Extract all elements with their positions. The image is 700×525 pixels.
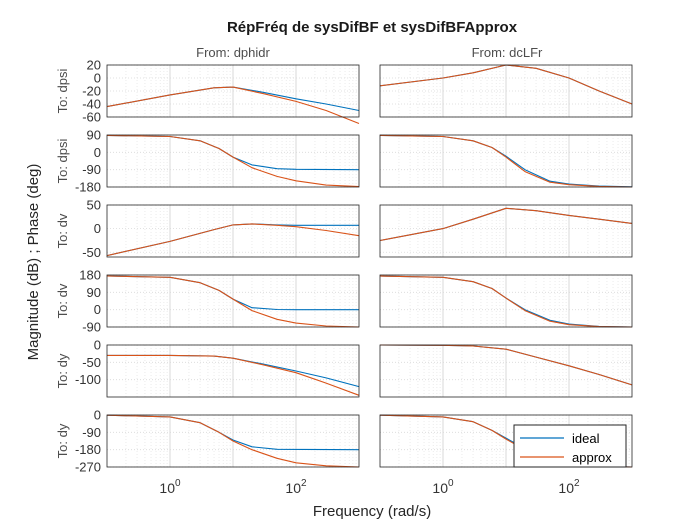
subplot-frame <box>379 274 633 328</box>
subplot-frame <box>106 204 360 258</box>
y-tick-label: -40 <box>82 97 101 112</box>
y-tick-label: 0 <box>94 408 101 423</box>
x-tick-label: 102 <box>558 478 580 496</box>
series-line-approx <box>106 223 360 257</box>
subplot-frame <box>379 204 633 258</box>
y-tick-label: -60 <box>82 110 101 125</box>
y-tick-label: -90 <box>82 425 101 440</box>
legend-label-ideal: ideal <box>572 431 600 446</box>
series-line-approx <box>379 134 633 188</box>
y-tick-label: 50 <box>87 198 101 213</box>
subplot-frame <box>106 274 360 328</box>
y-tick-label: 0 <box>94 145 101 160</box>
series-line-approx <box>106 86 360 125</box>
subplot-frame <box>106 414 360 468</box>
series-line-approx <box>106 275 360 328</box>
row-label: To: dpsi <box>55 138 70 183</box>
legend-label-approx: approx <box>572 450 612 465</box>
legend: ideal approx <box>513 424 627 468</box>
subplot-frame <box>106 64 360 118</box>
series-line-approx <box>107 354 360 396</box>
column-label-dphidr: From: dphidr <box>196 45 270 60</box>
y-tick-label: -180 <box>75 442 101 457</box>
series-line-approx <box>379 207 633 242</box>
y-tick-label: 0 <box>94 221 101 236</box>
subplot-frame <box>379 134 633 188</box>
y-axis-label: Magnitude (dB) ; Phase (deg) <box>25 164 42 361</box>
y-tick-label: 90 <box>87 128 101 143</box>
row-label: To: dv <box>55 283 70 318</box>
x-tick-label: 100 <box>432 478 454 496</box>
y-tick-label: 0 <box>94 71 101 86</box>
y-tick-label: -90 <box>82 320 101 335</box>
subplot-frame <box>106 134 360 188</box>
chart-title: RépFréq de sysDifBF et sysDifBFApprox <box>227 19 518 36</box>
x-tick-label: 102 <box>285 478 307 496</box>
x-tick-label: 100 <box>159 478 181 496</box>
y-tick-label: -90 <box>82 162 101 177</box>
y-tick-label: -50 <box>82 245 101 260</box>
y-tick-label: 20 <box>87 58 101 73</box>
series-line-approx <box>106 134 360 188</box>
row-label: To: dpsi <box>55 68 70 113</box>
series-line-approx <box>379 344 633 386</box>
row-label: To: dv <box>55 213 70 248</box>
row-label: To: dy <box>55 353 70 388</box>
y-tick-label: -100 <box>75 372 101 387</box>
legend-box <box>513 424 627 468</box>
y-tick-label: -270 <box>75 460 101 475</box>
column-label-dclfr: From: dcLFr <box>472 45 543 60</box>
y-tick-label: 0 <box>94 338 101 353</box>
row-label: To: dy <box>55 423 70 458</box>
x-axis-label: Frequency (rad/s) <box>313 503 431 520</box>
subplot-frame <box>106 344 360 398</box>
y-tick-label: 0 <box>94 302 101 317</box>
series-line-approx <box>379 64 633 105</box>
series-line-approx <box>106 414 360 468</box>
subplot-frame <box>379 344 633 398</box>
y-tick-label: -180 <box>75 180 101 195</box>
y-tick-label: -20 <box>82 84 101 99</box>
series-line-approx <box>379 275 633 328</box>
subplot-frame <box>379 414 633 468</box>
y-tick-label: 90 <box>87 285 101 300</box>
subplot-frame <box>379 64 633 118</box>
y-tick-label: -50 <box>82 355 101 370</box>
y-tick-label: 180 <box>79 268 101 283</box>
